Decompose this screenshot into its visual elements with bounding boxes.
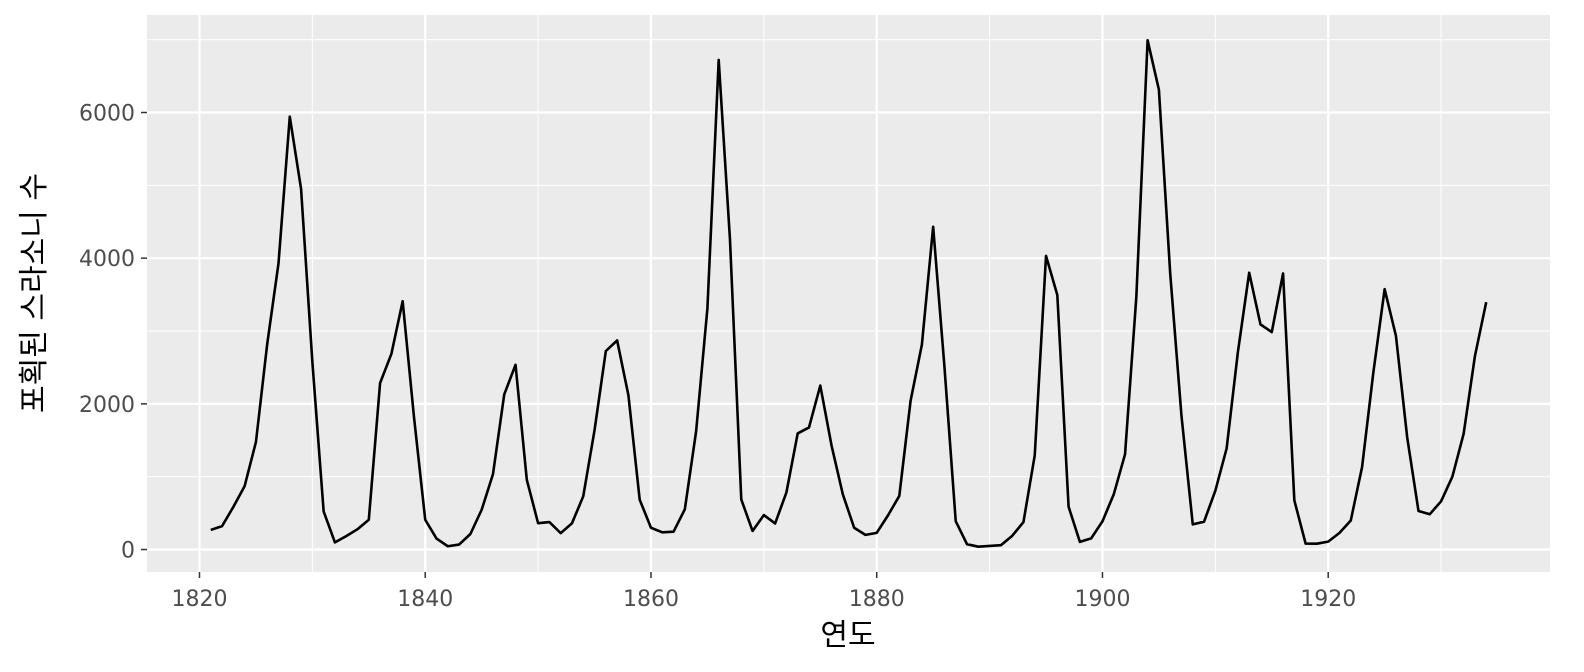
y-tick-label: 0: [121, 539, 135, 564]
y-axis-title: 포획된 스라소니 수: [17, 173, 52, 413]
x-tick-label: 1920: [1300, 587, 1356, 612]
x-tick-label: 1840: [397, 587, 453, 612]
x-tick-label: 1900: [1074, 587, 1130, 612]
x-axis-title: 연도: [820, 618, 875, 653]
y-tick-label: 6000: [79, 101, 135, 126]
x-tick-label: 1820: [171, 587, 227, 612]
x-tick-label: 1880: [849, 587, 905, 612]
x-tick-label: 1860: [623, 587, 679, 612]
data-line: [210, 39, 1488, 548]
plot-panel: [147, 15, 1550, 572]
y-tick-label: 4000: [79, 247, 135, 272]
y-tick-label: 2000: [79, 393, 135, 418]
